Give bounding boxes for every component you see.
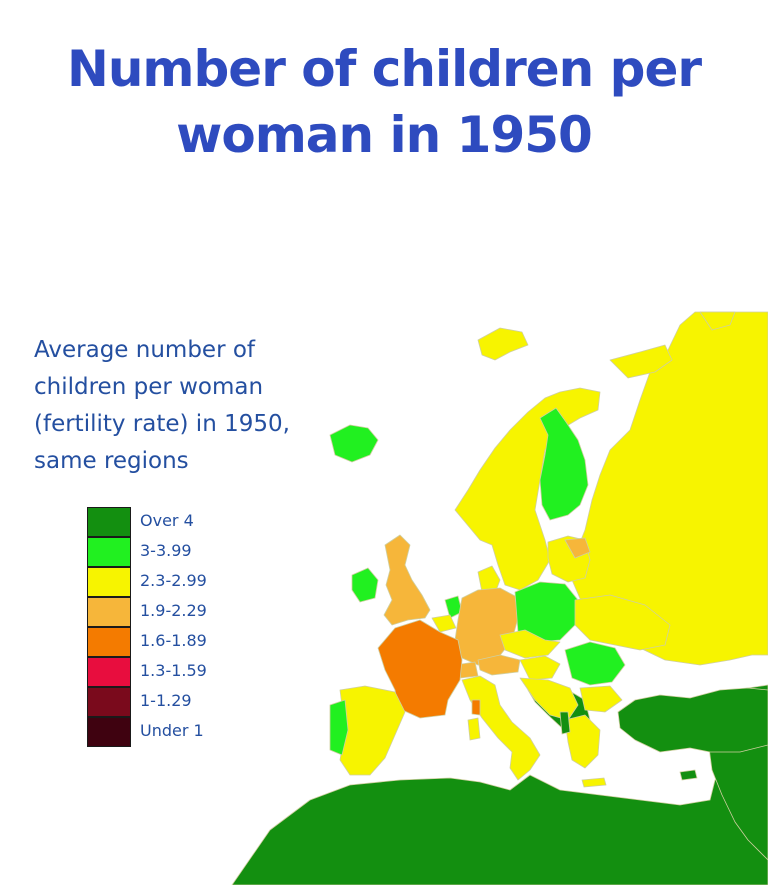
- map-subtitle: Average number of children per woman (fe…: [34, 332, 334, 480]
- subtitle-line-3: (fertility rate) in 1950,: [34, 411, 290, 437]
- subtitle-line-1: Average number of: [34, 337, 256, 363]
- legend-label: 1.9-2.29: [140, 601, 207, 620]
- legend-swatch: [87, 687, 131, 717]
- legend-swatch: [87, 537, 131, 567]
- region-bulgaria: [579, 685, 623, 713]
- legend-swatch: [87, 567, 131, 597]
- region-ukraine-moldova: [574, 594, 671, 651]
- region-baltic-orange: [564, 537, 591, 559]
- region-italy: [461, 675, 541, 781]
- region-portugal: [329, 699, 349, 756]
- map-title: Number of children per woman in 1950: [0, 36, 768, 168]
- region-germany: [454, 587, 519, 666]
- legend-label: 1.6-1.89: [140, 631, 207, 650]
- subtitle-line-2: children per woman: [34, 374, 264, 400]
- region-czech-slovakia: [499, 629, 561, 659]
- region-ireland: [351, 567, 379, 603]
- legend-label: 1-1.29: [140, 691, 192, 710]
- region-albania: [559, 711, 571, 735]
- region-novaya: [699, 311, 736, 331]
- region-crete: [581, 777, 607, 788]
- title-line-2: woman in 1950: [176, 106, 593, 164]
- region-kola: [609, 344, 673, 379]
- region-turkey: [617, 687, 768, 753]
- region-romania: [564, 641, 626, 686]
- region-finland: [539, 407, 589, 521]
- legend-swatch: [87, 627, 131, 657]
- legend-label: 2.3-2.99: [140, 571, 207, 590]
- legend-swatch: [87, 507, 131, 537]
- region-corsica: [471, 699, 481, 716]
- region-spain: [339, 685, 406, 776]
- legend-label: 3-3.99: [140, 541, 192, 560]
- legend-swatch: [87, 657, 131, 687]
- region-austria: [477, 654, 521, 676]
- legend-swatch: [87, 597, 131, 627]
- region-greece: [564, 714, 601, 769]
- legend-label: 1.3-1.59: [140, 661, 207, 680]
- subtitle-line-4: same regions: [34, 448, 189, 474]
- region-hungary: [519, 655, 561, 681]
- region-sardinia: [467, 717, 481, 741]
- title-line-1: Number of children per: [66, 40, 702, 98]
- region-iceland: [329, 424, 379, 463]
- region-belgium: [431, 614, 457, 633]
- region-svalbard: [477, 327, 529, 361]
- legend-label: Over 4: [140, 511, 194, 530]
- legend-swatch: [87, 717, 131, 747]
- region-cyprus: [679, 769, 698, 781]
- region-yugoslavia: [519, 677, 579, 721]
- region-britain: [383, 534, 431, 626]
- legend-label: Under 1: [140, 721, 204, 740]
- region-france: [377, 619, 463, 719]
